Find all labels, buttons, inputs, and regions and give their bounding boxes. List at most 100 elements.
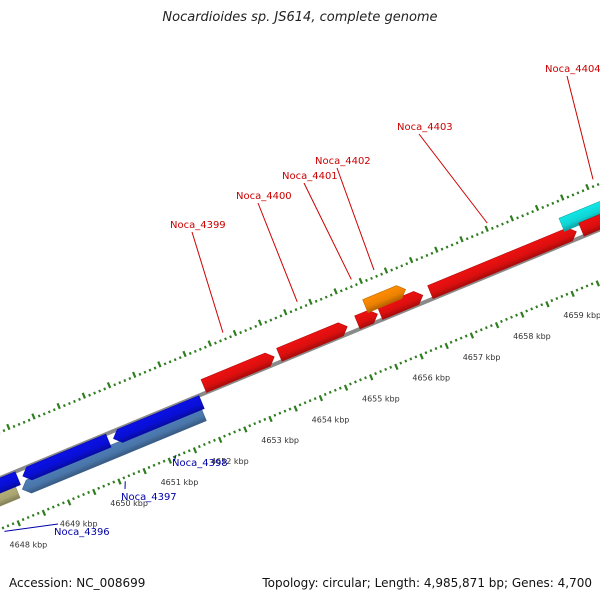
gene-label-noca_4402[interactable]: Noca_4402 [315, 156, 371, 167]
minor-tick [445, 245, 449, 249]
minor-tick [505, 317, 508, 321]
minor-tick [405, 262, 409, 266]
minor-tick [77, 495, 80, 499]
major-tick [192, 447, 198, 454]
gene-arrow-noca_4401b[interactable] [376, 291, 424, 320]
major-tick [232, 329, 238, 337]
minor-tick [308, 399, 312, 403]
minor-tick [359, 378, 362, 382]
minor-tick [52, 408, 56, 412]
minor-tick [197, 445, 201, 449]
minor-tick [590, 282, 594, 286]
minor-tick [233, 430, 236, 434]
minor-tick [182, 451, 186, 455]
minor-tick [480, 230, 484, 235]
major-tick [207, 340, 212, 347]
gene-arrow-noca_4403[interactable] [427, 227, 577, 300]
minor-tick [370, 276, 373, 280]
gene-label-noca_4400[interactable]: Noca_4400 [236, 191, 292, 202]
minor-tick [274, 316, 278, 320]
minor-tick [36, 511, 40, 515]
minor-tick [147, 465, 151, 469]
minor-tick [202, 442, 206, 447]
major-tick [41, 509, 47, 517]
minor-tick [526, 212, 530, 216]
gene-label-noca_4399[interactable]: Noca_4399 [170, 220, 226, 231]
minor-tick [72, 497, 75, 501]
minor-tick [269, 318, 273, 322]
gene-arrow-noca_4404[interactable] [558, 186, 600, 232]
gene-arrow-noca_4399[interactable] [200, 352, 275, 393]
minor-tick [404, 359, 408, 363]
gene-arrow-noca_4397[interactable] [21, 407, 207, 494]
minor-tick [425, 253, 429, 257]
minor-tick [273, 413, 277, 417]
gene-label-noca_4397[interactable]: Noca_4397 [121, 492, 177, 503]
minor-tick [344, 287, 348, 291]
minor-tick [1, 526, 5, 530]
minor-tick [424, 351, 428, 355]
inner-tick-row [1, 280, 600, 530]
minor-tick [61, 501, 65, 505]
gene-arrow-noca_4401[interactable] [354, 309, 378, 330]
major-tick [383, 267, 389, 274]
minor-tick [228, 432, 231, 436]
minor-tick [208, 440, 211, 444]
gene-label-noca_4401[interactable]: Noca_4401 [282, 171, 338, 182]
minor-tick [571, 193, 575, 197]
gene-arrow-noca_4398c[interactable] [113, 395, 205, 443]
outer-tick-row [0, 182, 600, 434]
major-tick [243, 426, 248, 433]
minor-tick [338, 386, 342, 390]
minor-tick [484, 326, 488, 330]
minor-tick [585, 284, 589, 288]
gene-label-noca_4404[interactable]: Noca_4404 [545, 64, 600, 75]
minor-tick [374, 372, 377, 376]
major-tick [494, 321, 500, 329]
minor-tick [46, 507, 50, 511]
gene-arrow-noca_4402[interactable] [362, 285, 407, 313]
minor-tick [329, 293, 333, 297]
major-tick [217, 436, 223, 444]
minor-tick [289, 310, 293, 314]
major-tick [66, 499, 72, 506]
major-tick [369, 374, 374, 381]
minor-tick [239, 331, 243, 335]
major-tick [595, 280, 600, 287]
minor-tick [400, 264, 404, 268]
gene-label-noca_4396[interactable]: Noca_4396 [54, 527, 110, 538]
minor-tick [314, 299, 318, 303]
minor-tick [348, 382, 352, 386]
scale-label: 4653 kbp [261, 436, 299, 445]
major-tick [484, 225, 489, 232]
minor-tick [27, 418, 31, 422]
minor-tick [93, 391, 97, 395]
gene-arrow-noca_4398[interactable] [0, 471, 21, 509]
gene-arrow-noca_4400[interactable] [276, 322, 348, 362]
major-tick [434, 246, 439, 253]
gene-label-noca_4403[interactable]: Noca_4403 [397, 122, 453, 133]
minor-tick [248, 424, 252, 428]
major-tick [16, 520, 21, 527]
major-tick [81, 392, 87, 399]
minor-tick [238, 428, 242, 432]
minor-tick [364, 376, 367, 380]
minor-tick [506, 220, 509, 224]
minor-tick [591, 185, 595, 189]
callout-line [191, 231, 224, 333]
gene-label-noca_4398c[interactable]: Noca_4398 [172, 458, 228, 469]
gene-layer[interactable] [0, 186, 600, 517]
major-tick [142, 467, 147, 475]
gene-arrow-noca_4398b[interactable] [22, 433, 112, 481]
major-tick [257, 319, 263, 326]
callout-line [4, 523, 59, 532]
minor-tick [415, 258, 419, 262]
scale-label: 4656 kbp [412, 374, 450, 383]
major-tick [358, 277, 363, 285]
minor-tick [2, 429, 6, 433]
minor-tick [157, 461, 161, 465]
gene-arrow-noca_4404b[interactable] [578, 197, 600, 237]
minor-tick [288, 407, 292, 411]
minor-tick [521, 214, 524, 218]
